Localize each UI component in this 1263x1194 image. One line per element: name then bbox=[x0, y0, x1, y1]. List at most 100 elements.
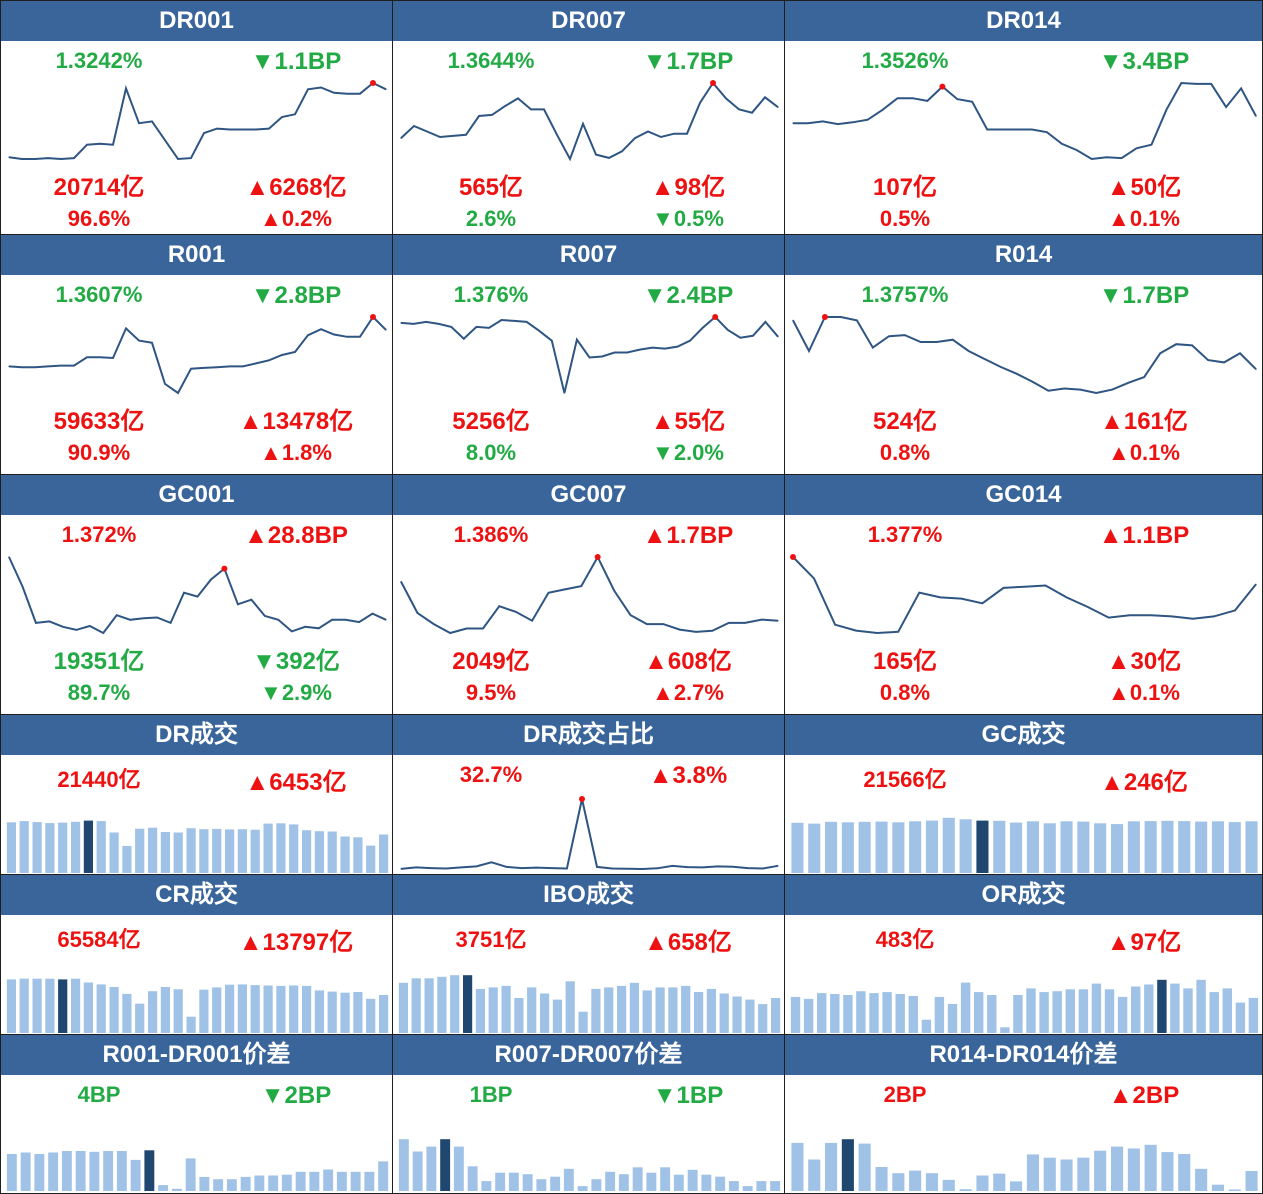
series-line bbox=[793, 81, 1257, 161]
v2-value: ▲28.8BP bbox=[244, 522, 348, 550]
bar bbox=[974, 992, 984, 1033]
data-point bbox=[808, 350, 810, 352]
series-line bbox=[8, 315, 387, 395]
highlight-bar bbox=[144, 1150, 155, 1191]
bar bbox=[45, 978, 55, 1033]
data-point bbox=[777, 865, 779, 867]
bar-chart bbox=[790, 979, 1259, 1033]
data-point bbox=[611, 867, 613, 870]
data-point bbox=[711, 630, 713, 632]
v1-value: 1.377% bbox=[867, 522, 943, 547]
v2-value: ▼3.4BP bbox=[1099, 48, 1189, 76]
bar bbox=[353, 837, 363, 873]
bar bbox=[453, 1146, 464, 1191]
data-point bbox=[433, 623, 435, 625]
data-point bbox=[229, 128, 231, 131]
latest-point-marker bbox=[221, 565, 228, 572]
bar-chart bbox=[6, 820, 389, 873]
bar bbox=[875, 821, 888, 873]
data-point bbox=[1129, 614, 1131, 616]
bar bbox=[34, 1154, 45, 1191]
down-arrow-icon: ▼ bbox=[1098, 282, 1123, 309]
bar bbox=[1117, 996, 1128, 1033]
v2-text: 1.7BP bbox=[666, 522, 734, 549]
bar bbox=[1077, 821, 1090, 873]
data-point bbox=[385, 329, 387, 331]
v6-value: ▼2.9% bbox=[260, 680, 332, 706]
v2-value: ▼2.4BP bbox=[643, 282, 733, 310]
v3-value: 20714亿 bbox=[53, 174, 145, 201]
data-point bbox=[99, 143, 101, 145]
down-arrow-icon: ▼ bbox=[250, 48, 275, 75]
bar bbox=[19, 978, 29, 1033]
data-point bbox=[277, 619, 279, 621]
bar bbox=[1144, 1144, 1157, 1191]
data-point bbox=[1063, 387, 1065, 390]
v6-value: ▲1.8% bbox=[260, 440, 332, 466]
data-point bbox=[596, 866, 598, 868]
v4-value: ▲608亿 bbox=[644, 641, 732, 676]
bar bbox=[646, 1172, 657, 1191]
line-chart bbox=[400, 314, 779, 394]
data-point bbox=[777, 620, 779, 622]
bar bbox=[263, 823, 273, 873]
data-point bbox=[1015, 373, 1018, 375]
bar bbox=[605, 1171, 616, 1191]
v4-value: ▲50亿 bbox=[1107, 167, 1181, 202]
data-point bbox=[452, 135, 454, 137]
bar bbox=[75, 1151, 86, 1191]
up-arrow-icon: ▲ bbox=[650, 174, 675, 201]
data-point bbox=[151, 342, 153, 344]
data-point bbox=[307, 334, 309, 336]
bar bbox=[1013, 995, 1023, 1033]
data-point bbox=[48, 620, 51, 622]
v2-value: ▲1.7BP bbox=[643, 522, 733, 550]
bar bbox=[1043, 823, 1056, 873]
v6-text: 1.8% bbox=[281, 440, 332, 465]
panel-title: R014-DR014价差 bbox=[785, 1035, 1262, 1075]
series-line bbox=[400, 81, 779, 162]
up-arrow-icon: ▲ bbox=[1100, 408, 1124, 435]
data-point bbox=[984, 358, 986, 360]
bar bbox=[366, 998, 376, 1033]
v2-text: 1.7BP bbox=[1122, 282, 1190, 309]
latest-point-marker bbox=[370, 80, 376, 86]
data-point bbox=[8, 156, 10, 158]
bar bbox=[959, 819, 972, 873]
data-point bbox=[1213, 615, 1215, 617]
bar bbox=[808, 823, 821, 873]
bar bbox=[1228, 1189, 1241, 1191]
panel-title: R007 bbox=[393, 235, 784, 275]
line-chart bbox=[8, 80, 387, 161]
data-point bbox=[345, 619, 347, 621]
data-point bbox=[569, 158, 571, 160]
bar bbox=[398, 1139, 409, 1191]
v1-value: 1.3526% bbox=[861, 48, 949, 73]
bar bbox=[1195, 1168, 1208, 1191]
data-point bbox=[60, 158, 62, 160]
data-point bbox=[333, 92, 335, 94]
bar bbox=[565, 981, 575, 1033]
v3-value: 107亿 bbox=[872, 174, 938, 201]
v2-text: 13797亿 bbox=[262, 929, 354, 956]
highlight-bar bbox=[440, 1139, 451, 1191]
bar bbox=[130, 1159, 141, 1191]
v2-value: ▼1.7BP bbox=[1099, 282, 1189, 310]
down-arrow-icon: ▼ bbox=[652, 440, 674, 465]
data-point bbox=[588, 356, 591, 359]
v2-value: ▲1.1BP bbox=[1099, 522, 1189, 550]
bar bbox=[1010, 822, 1023, 873]
data-point bbox=[216, 366, 218, 368]
bar bbox=[366, 845, 376, 873]
data-point bbox=[840, 316, 842, 318]
bar bbox=[199, 829, 209, 873]
bar bbox=[225, 984, 235, 1033]
bar bbox=[841, 822, 854, 873]
data-point bbox=[822, 120, 824, 122]
bar bbox=[426, 1146, 437, 1191]
data-point bbox=[762, 867, 764, 870]
data-point bbox=[834, 624, 836, 626]
data-point bbox=[478, 115, 480, 117]
v2-value: ▲658亿 bbox=[644, 922, 732, 957]
data-point bbox=[564, 588, 566, 590]
